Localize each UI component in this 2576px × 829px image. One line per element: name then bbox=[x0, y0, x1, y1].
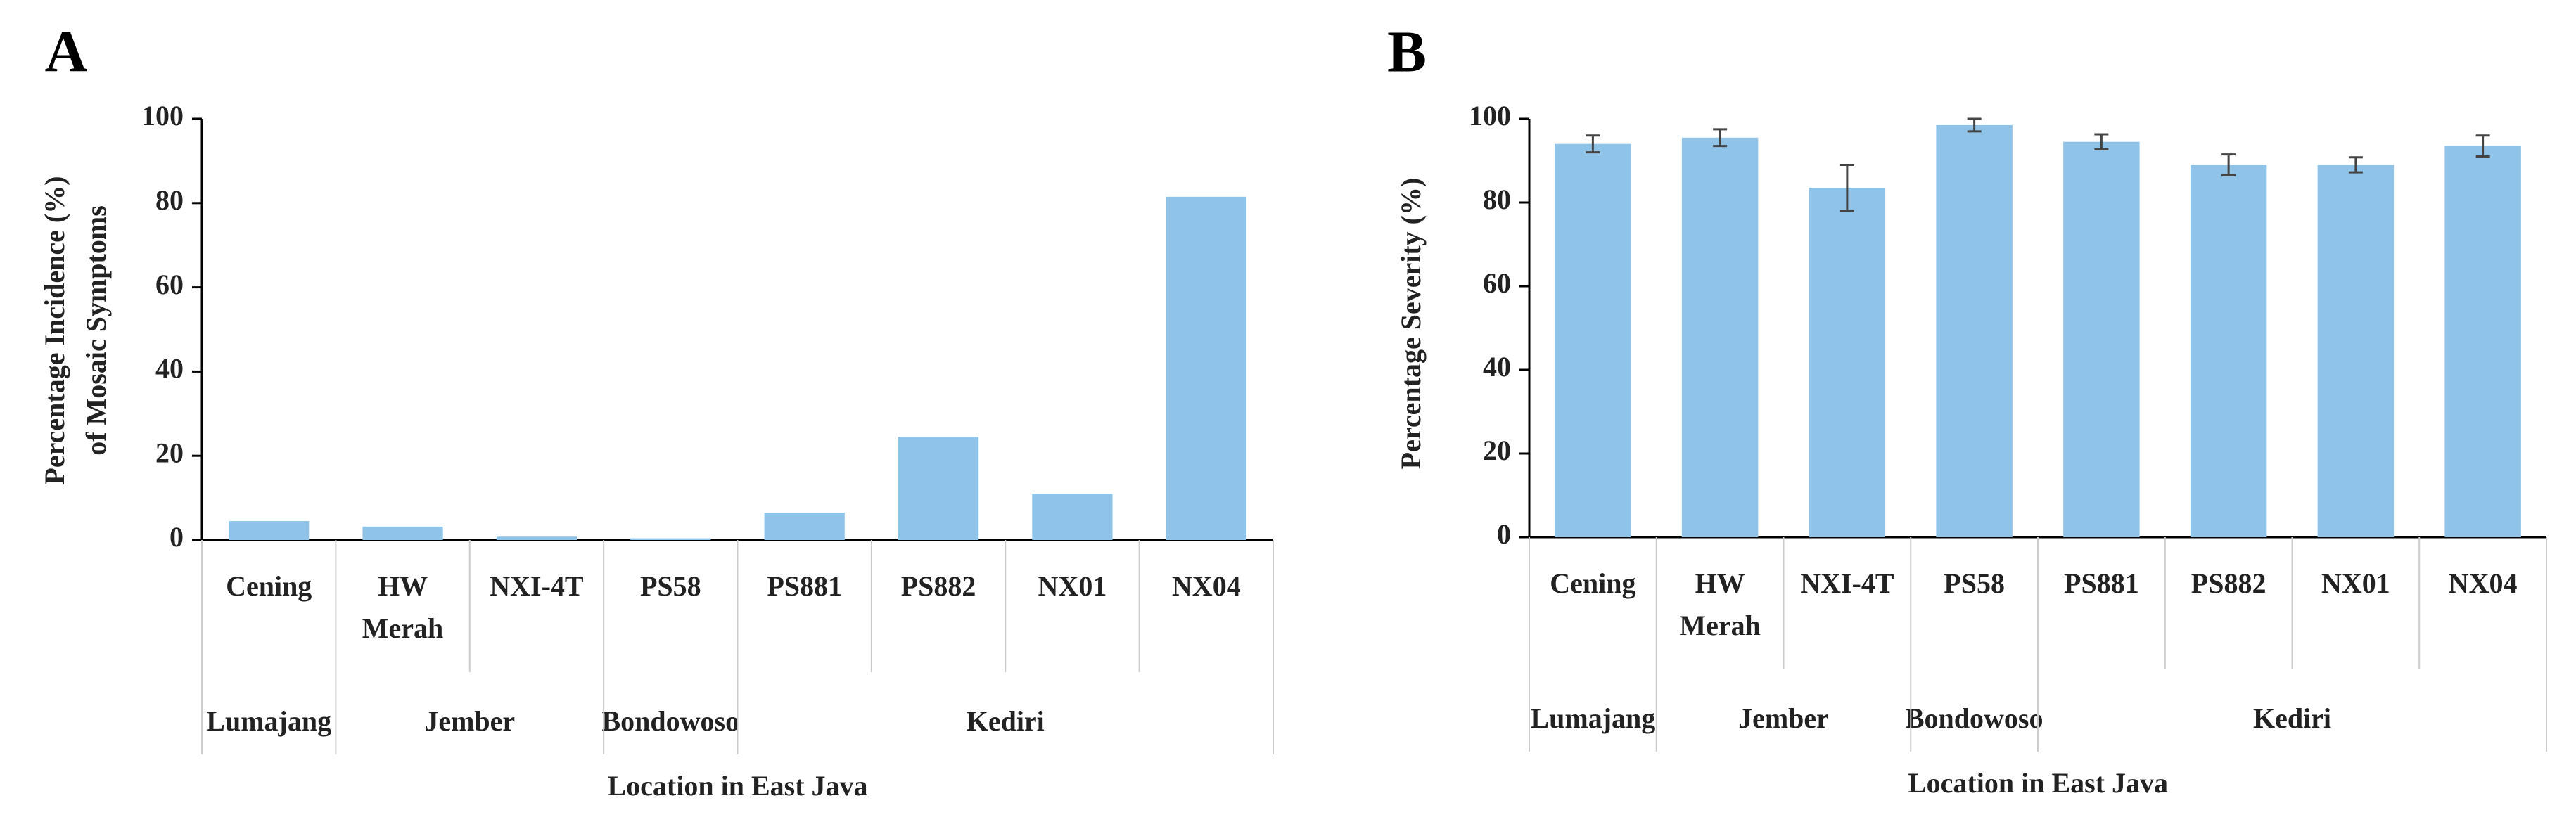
x-tick-label: NXI-4T bbox=[1800, 567, 1894, 599]
bar bbox=[2317, 165, 2395, 537]
group-label: Jember bbox=[1738, 702, 1829, 734]
x-tick-label: NX01 bbox=[2321, 567, 2390, 599]
bar bbox=[764, 513, 845, 540]
y-tick-label: 100 bbox=[1469, 100, 1511, 131]
group-label: Jember bbox=[424, 705, 515, 737]
bar bbox=[1555, 143, 1631, 537]
x-tick-label: NX01 bbox=[1038, 570, 1107, 602]
x-tick-label: NXI-4T bbox=[490, 570, 584, 602]
group-label: Bondowoso bbox=[602, 705, 740, 737]
x-tick-label: Merah bbox=[362, 612, 444, 644]
x-tick-label: Cening bbox=[1550, 567, 1635, 599]
y-tick-label: 20 bbox=[155, 437, 184, 468]
x-tick-label: PS882 bbox=[2191, 567, 2266, 599]
bar bbox=[1032, 494, 1113, 540]
panel-label: A bbox=[45, 19, 88, 84]
x-tick-label: HW bbox=[1695, 567, 1745, 599]
bar bbox=[1681, 137, 1759, 537]
group-label: Lumajang bbox=[1530, 702, 1655, 734]
bar bbox=[1936, 124, 2013, 538]
group-label: Bondowoso bbox=[1906, 702, 2043, 734]
x-tick-label: PS881 bbox=[2064, 567, 2139, 599]
x-tick-label: PS58 bbox=[1944, 567, 2005, 599]
bar bbox=[1166, 196, 1246, 540]
y-tick-label: 60 bbox=[155, 269, 184, 300]
bar bbox=[898, 437, 979, 540]
y-axis-label: Percentage Severity (%) bbox=[1395, 178, 1427, 470]
y-tick-label: 80 bbox=[155, 184, 184, 216]
y-tick-label: 40 bbox=[155, 353, 184, 385]
bar bbox=[1809, 188, 1886, 537]
bar bbox=[2190, 165, 2267, 537]
x-tick-label: NX04 bbox=[1172, 570, 1241, 602]
y-tick-label: 0 bbox=[170, 521, 184, 553]
x-axis-label: Location in East Java bbox=[607, 770, 867, 802]
x-tick-label: PS58 bbox=[640, 570, 701, 602]
bar bbox=[630, 538, 711, 540]
y-tick-label: 60 bbox=[1483, 267, 1511, 299]
y-tick-label: 100 bbox=[141, 100, 184, 131]
group-label: Lumajang bbox=[206, 705, 331, 737]
x-tick-label: HW bbox=[378, 570, 428, 602]
x-axis-label: Location in East Java bbox=[1908, 767, 2168, 799]
y-tick-label: 0 bbox=[1497, 518, 1511, 550]
x-tick-label: Merah bbox=[1679, 610, 1761, 641]
y-axis-label: of Mosaic Symptoms bbox=[80, 205, 112, 456]
y-tick-label: 80 bbox=[1483, 184, 1511, 215]
bar bbox=[229, 521, 310, 540]
bar bbox=[362, 526, 443, 540]
y-tick-label: 40 bbox=[1483, 351, 1511, 383]
x-tick-label: NX04 bbox=[2449, 567, 2518, 599]
bar bbox=[496, 536, 578, 540]
x-tick-label: PS881 bbox=[767, 570, 842, 602]
y-axis-label: Percentage Incidence (%) bbox=[39, 176, 70, 484]
group-label: Kediri bbox=[967, 705, 1045, 737]
y-tick-label: 20 bbox=[1483, 435, 1511, 466]
bar bbox=[2444, 146, 2521, 538]
x-tick-label: Cening bbox=[226, 570, 312, 602]
panel-label: B bbox=[1387, 19, 1427, 84]
bar bbox=[2063, 141, 2140, 538]
group-label: Kediri bbox=[2253, 702, 2331, 734]
x-tick-label: PS882 bbox=[901, 570, 976, 602]
